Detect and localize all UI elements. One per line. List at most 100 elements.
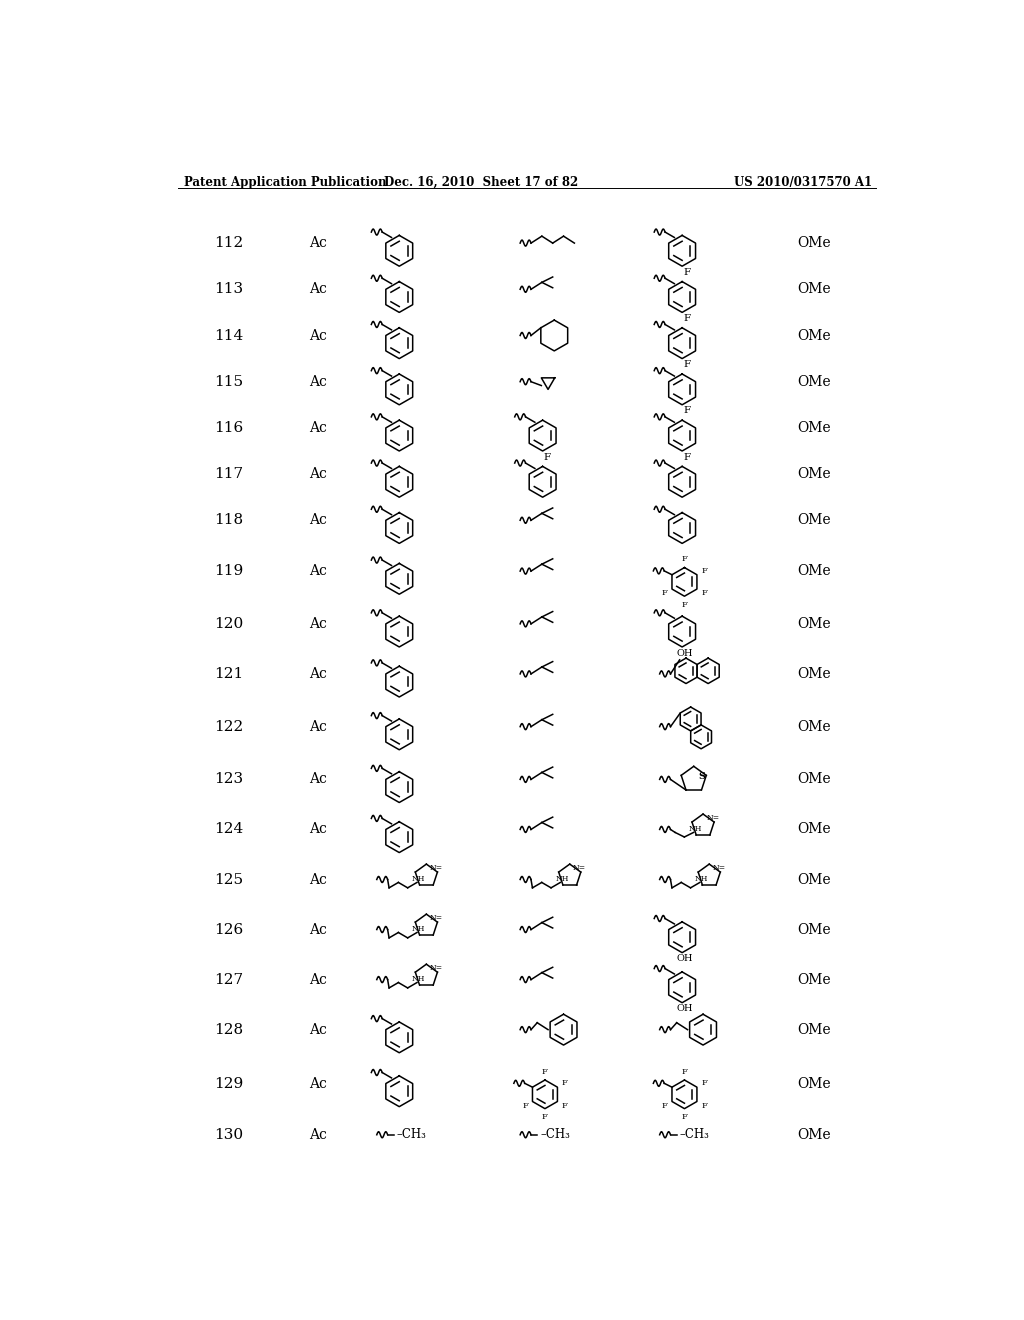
Text: OMe: OMe bbox=[797, 467, 830, 480]
Text: NH: NH bbox=[695, 875, 709, 883]
Text: OMe: OMe bbox=[797, 513, 830, 527]
Text: Ac: Ac bbox=[309, 1077, 327, 1090]
Text: N=: N= bbox=[713, 865, 725, 873]
Text: Ac: Ac bbox=[309, 1023, 327, 1036]
Text: 117: 117 bbox=[214, 467, 244, 480]
Text: NH: NH bbox=[412, 924, 425, 933]
Text: Patent Application Publication: Patent Application Publication bbox=[183, 176, 386, 189]
Text: OMe: OMe bbox=[797, 772, 830, 787]
Text: Ac: Ac bbox=[309, 719, 327, 734]
Text: OH: OH bbox=[677, 1005, 693, 1014]
Text: Ac: Ac bbox=[309, 772, 327, 787]
Text: Ac: Ac bbox=[309, 236, 327, 249]
Text: NH: NH bbox=[412, 974, 425, 982]
Text: F: F bbox=[682, 601, 687, 609]
Text: F: F bbox=[682, 556, 687, 564]
Text: F: F bbox=[544, 453, 551, 462]
Text: F: F bbox=[701, 589, 708, 597]
Text: OH: OH bbox=[677, 954, 693, 964]
Text: F: F bbox=[683, 453, 690, 462]
Text: US 2010/0317570 A1: US 2010/0317570 A1 bbox=[734, 176, 872, 189]
Text: 127: 127 bbox=[214, 973, 244, 986]
Text: F: F bbox=[542, 1068, 548, 1076]
Text: F: F bbox=[682, 1068, 687, 1076]
Text: OMe: OMe bbox=[797, 564, 830, 578]
Text: OMe: OMe bbox=[797, 375, 830, 388]
Text: 119: 119 bbox=[214, 564, 244, 578]
Text: Ac: Ac bbox=[309, 421, 327, 434]
Text: 126: 126 bbox=[214, 923, 244, 937]
Text: 124: 124 bbox=[214, 822, 244, 837]
Text: N=: N= bbox=[572, 865, 586, 873]
Text: F: F bbox=[542, 1113, 548, 1121]
Text: OMe: OMe bbox=[797, 616, 830, 631]
Text: N=: N= bbox=[707, 814, 719, 822]
Text: Ac: Ac bbox=[309, 513, 327, 527]
Text: OMe: OMe bbox=[797, 329, 830, 342]
Text: Ac: Ac bbox=[309, 282, 327, 296]
Text: –CH₃: –CH₃ bbox=[541, 1129, 570, 1142]
Text: OMe: OMe bbox=[797, 873, 830, 887]
Text: OMe: OMe bbox=[797, 822, 830, 837]
Text: 115: 115 bbox=[214, 375, 244, 388]
Text: N=: N= bbox=[429, 865, 442, 873]
Text: Ac: Ac bbox=[309, 1127, 327, 1142]
Text: F: F bbox=[562, 1078, 567, 1086]
Text: OMe: OMe bbox=[797, 236, 830, 249]
Text: F: F bbox=[683, 360, 690, 370]
Text: –CH₃: –CH₃ bbox=[397, 1129, 427, 1142]
Text: OMe: OMe bbox=[797, 973, 830, 986]
Text: F: F bbox=[683, 407, 690, 416]
Text: Ac: Ac bbox=[309, 329, 327, 342]
Text: OMe: OMe bbox=[797, 282, 830, 296]
Text: F: F bbox=[522, 1102, 528, 1110]
Text: N=: N= bbox=[429, 915, 442, 923]
Text: 112: 112 bbox=[214, 236, 244, 249]
Text: OMe: OMe bbox=[797, 719, 830, 734]
Text: F: F bbox=[662, 1102, 668, 1110]
Text: NH: NH bbox=[688, 825, 702, 833]
Text: F: F bbox=[562, 1102, 567, 1110]
Text: 129: 129 bbox=[214, 1077, 244, 1090]
Text: Ac: Ac bbox=[309, 822, 327, 837]
Text: 122: 122 bbox=[214, 719, 244, 734]
Text: Ac: Ac bbox=[309, 667, 327, 681]
Text: F: F bbox=[662, 589, 668, 597]
Text: Ac: Ac bbox=[309, 467, 327, 480]
Text: 114: 114 bbox=[214, 329, 244, 342]
Text: OMe: OMe bbox=[797, 1127, 830, 1142]
Text: OMe: OMe bbox=[797, 421, 830, 434]
Text: 116: 116 bbox=[214, 421, 244, 434]
Text: 121: 121 bbox=[214, 667, 244, 681]
Text: S: S bbox=[698, 772, 706, 781]
Text: Ac: Ac bbox=[309, 873, 327, 887]
Text: Dec. 16, 2010  Sheet 17 of 82: Dec. 16, 2010 Sheet 17 of 82 bbox=[384, 176, 578, 189]
Text: 113: 113 bbox=[214, 282, 244, 296]
Text: –CH₃: –CH₃ bbox=[680, 1129, 710, 1142]
Text: F: F bbox=[683, 314, 690, 323]
Text: 130: 130 bbox=[214, 1127, 244, 1142]
Text: F: F bbox=[701, 1102, 708, 1110]
Text: Ac: Ac bbox=[309, 375, 327, 388]
Text: 125: 125 bbox=[214, 873, 244, 887]
Text: NH: NH bbox=[555, 875, 568, 883]
Text: F: F bbox=[701, 1078, 708, 1086]
Text: Ac: Ac bbox=[309, 616, 327, 631]
Text: OMe: OMe bbox=[797, 1077, 830, 1090]
Text: 118: 118 bbox=[214, 513, 244, 527]
Text: OH: OH bbox=[677, 648, 693, 657]
Text: OMe: OMe bbox=[797, 1023, 830, 1036]
Text: N=: N= bbox=[429, 964, 442, 973]
Text: 128: 128 bbox=[214, 1023, 244, 1036]
Text: OMe: OMe bbox=[797, 667, 830, 681]
Text: Ac: Ac bbox=[309, 564, 327, 578]
Text: F: F bbox=[701, 566, 708, 574]
Text: 123: 123 bbox=[214, 772, 244, 787]
Text: OMe: OMe bbox=[797, 923, 830, 937]
Text: F: F bbox=[682, 1113, 687, 1121]
Text: F: F bbox=[683, 268, 690, 277]
Text: Ac: Ac bbox=[309, 973, 327, 986]
Text: NH: NH bbox=[412, 875, 425, 883]
Text: Ac: Ac bbox=[309, 923, 327, 937]
Text: 120: 120 bbox=[214, 616, 244, 631]
